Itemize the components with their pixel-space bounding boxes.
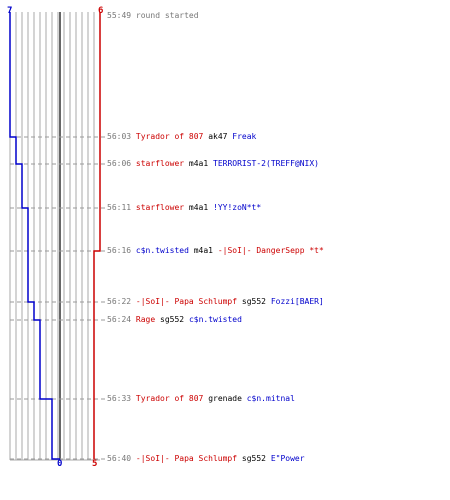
event-row: 56:03 Tyrador of 807 ak47 Freak <box>107 132 256 142</box>
blue-team-line <box>9 12 60 460</box>
red-team-line <box>93 12 101 459</box>
event-row: 56:24 Rage sg552 c$n.twisted <box>107 315 242 325</box>
event-row: 56:40 -|SoI|- Papa Schlumpf sg552 E"Powe… <box>107 454 305 464</box>
event-part: Tyrador of 807 <box>135 394 204 403</box>
blue-end-count: 0 <box>57 459 63 469</box>
event-row: 56:11 starflower m4a1 !YY!zoN*t* <box>107 203 261 213</box>
event-part: !YY!zoN*t* <box>213 203 262 212</box>
event-part: Rage <box>135 315 156 324</box>
event-part: E"Power <box>270 454 305 463</box>
event-part: sg552 <box>241 297 266 306</box>
event-part: sg552 <box>160 315 185 324</box>
event-part: Tyrador of 807 <box>135 132 204 141</box>
event-row: 56:16 c$n.twisted m4a1 -|SoI|- DangerSep… <box>107 246 324 256</box>
event-part: m4a1 <box>193 246 213 255</box>
event-part: round started <box>135 11 199 20</box>
event-time: 56:33 <box>107 394 132 403</box>
event-part: Freak <box>232 132 257 141</box>
event-part: Fozzi[BAER] <box>270 297 324 306</box>
event-row: 56:33 Tyrador of 807 grenade c$n.mitnal <box>107 394 295 404</box>
red-start-count: 6 <box>98 6 104 16</box>
event-row: 56:06 starflower m4a1 TERRORIST-2(TREFF@… <box>107 159 319 169</box>
event-part: m4a1 <box>188 203 209 212</box>
event-row: 56:22 -|SoI|- Papa Schlumpf sg552 Fozzi[… <box>107 297 324 307</box>
event-time: 56:22 <box>107 297 132 306</box>
event-time: 56:40 <box>107 454 132 463</box>
event-part: c$n.twisted <box>135 246 189 255</box>
event-part: TERRORIST-2(TREFF@NIX) <box>213 159 319 168</box>
event-part: -|SoI|- Papa Schlumpf <box>135 297 242 306</box>
event-time: 56:03 <box>107 132 132 141</box>
event-part: starflower <box>135 203 185 212</box>
event-row: 55:49 round started <box>107 11 199 21</box>
event-part: c$n.mitnal <box>246 394 295 403</box>
event-part: grenade <box>208 394 242 403</box>
event-part: starflower <box>135 159 185 168</box>
event-time: 55:49 <box>107 11 132 20</box>
blue-start-count: 7 <box>7 6 13 16</box>
red-end-count: 5 <box>92 459 98 469</box>
event-time: 56:11 <box>107 203 132 212</box>
event-part: -|SoI|- Papa Schlumpf <box>135 454 242 463</box>
event-part: c$n.twisted <box>188 315 242 324</box>
event-time: 56:24 <box>107 315 132 324</box>
event-part: m4a1 <box>188 159 209 168</box>
event-part: sg552 <box>241 454 266 463</box>
event-time: 56:16 <box>107 246 132 255</box>
event-part: -|SoI|- DangerSepp *t* <box>217 246 324 255</box>
event-time: 56:06 <box>107 159 132 168</box>
timeline-graph <box>9 12 105 461</box>
event-part: ak47 <box>208 132 228 141</box>
